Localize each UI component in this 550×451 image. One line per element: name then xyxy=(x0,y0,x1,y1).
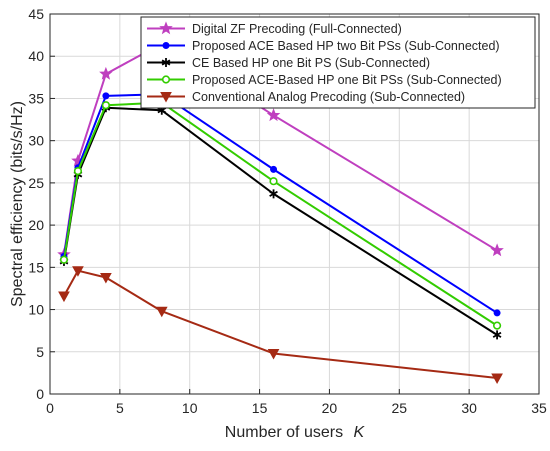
legend-label: CE Based HP one Bit PS (Sub-Connected) xyxy=(192,56,430,70)
x-axis-title: Number of users K xyxy=(225,424,366,441)
legend-marker xyxy=(161,75,171,84)
data-point xyxy=(492,330,502,340)
x-tick-label: 35 xyxy=(531,400,547,416)
legend-box xyxy=(140,16,536,109)
data-point xyxy=(269,177,278,186)
data-point xyxy=(269,189,278,199)
legend-label: Proposed ACE-Based HP one Bit PSs (Sub-C… xyxy=(192,73,502,87)
series-line xyxy=(62,101,498,327)
y-tick-label: 15 xyxy=(28,259,44,275)
data-point xyxy=(102,92,110,100)
y-tick-label: 5 xyxy=(36,344,44,360)
y-tick-label: 20 xyxy=(28,217,44,233)
x-tick-label: 0 xyxy=(46,400,54,416)
x-tick-label: 5 xyxy=(116,400,124,416)
legend-entry: Proposed ACE Based HP two Bit PSs (Sub-C… xyxy=(147,39,500,53)
data-point xyxy=(100,272,112,284)
data-point xyxy=(267,348,280,360)
data-point xyxy=(492,321,502,330)
legend-marker xyxy=(159,21,173,35)
data-point xyxy=(493,309,501,317)
legend-label: Digital ZF Precoding (Full-Connected) xyxy=(192,22,402,36)
y-tick-label: 0 xyxy=(36,386,44,402)
x-axis-title-symbol: K xyxy=(354,424,366,441)
series-layer xyxy=(57,36,504,384)
x-tick-label: 20 xyxy=(322,400,338,416)
legend-entry: Digital ZF Precoding (Full-Connected) xyxy=(147,21,402,36)
x-axis-title-text: Number of users xyxy=(225,424,343,441)
legend-marker xyxy=(161,58,171,67)
data-point xyxy=(72,266,84,277)
legend-label: Conventional Analog Precoding (Sub-Conne… xyxy=(192,90,465,104)
x-tick-label: 15 xyxy=(252,400,268,416)
y-axis-title: Spectral efficiency (bits/s/Hz) xyxy=(9,101,26,307)
y-tick-label: 30 xyxy=(28,133,44,149)
y-tick-label: 10 xyxy=(28,302,44,318)
data-point xyxy=(101,101,110,110)
y-tick-label: 45 xyxy=(28,6,44,22)
data-point xyxy=(270,165,278,173)
legend-marker xyxy=(162,42,170,49)
legend: Digital ZF Precoding (Full-Connected) Pro… xyxy=(140,16,536,109)
series-5 xyxy=(58,266,503,384)
y-tick-label: 35 xyxy=(28,90,44,106)
data-point xyxy=(491,373,503,384)
x-tick-label: 10 xyxy=(182,400,198,416)
x-tick-label: 30 xyxy=(461,400,477,416)
ticks: 0 5 10 15 20 25 30 35 0 5 10 15 20 25 30 35 40 45 xyxy=(28,6,547,416)
data-point xyxy=(58,291,70,303)
legend-entry: Proposed ACE-Based HP one Bit PSs (Sub-C… xyxy=(147,73,502,87)
series-4 xyxy=(59,98,502,330)
data-point xyxy=(73,166,83,176)
x-tick-label: 25 xyxy=(391,400,407,416)
y-tick-label: 25 xyxy=(28,175,44,191)
legend-label: Proposed ACE Based HP two Bit PSs (Sub-C… xyxy=(192,39,500,53)
data-point xyxy=(59,255,69,264)
series-line xyxy=(63,269,498,379)
legend-entry: CE Based HP one Bit PS (Sub-Connected) xyxy=(147,56,430,70)
legend-entry: Conventional Analog Precoding (Sub-Conne… xyxy=(147,90,465,104)
y-tick-label: 40 xyxy=(28,48,44,64)
plot-frame xyxy=(49,13,540,395)
data-point xyxy=(490,243,504,257)
legend-marker xyxy=(160,92,172,103)
data-point xyxy=(155,306,168,318)
data-point xyxy=(99,66,113,80)
data-point xyxy=(266,108,281,122)
